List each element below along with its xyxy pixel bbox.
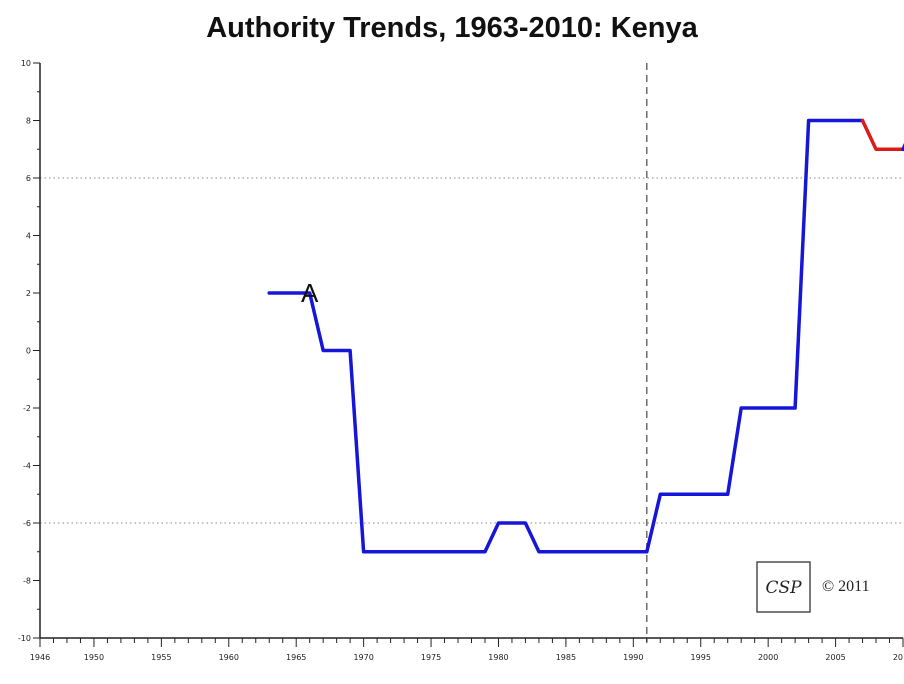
x-tick-label: 2000 [758, 653, 778, 662]
x-tick-label: 1946 [30, 653, 50, 662]
x-tick-label: 1950 [84, 653, 104, 662]
copyright-text: © 2011 [822, 578, 870, 595]
credit-layer: CSP © 2011 [756, 561, 870, 613]
series-layer [267, 118, 904, 554]
csp-logo-text: CSP [765, 578, 802, 598]
x-tick-label: 2005 [825, 653, 845, 662]
x-tick-label: 1980 [488, 653, 508, 662]
y-tick-label: 4 [26, 232, 31, 241]
series-line-1 [860, 118, 904, 152]
x-tick-label: 1975 [421, 653, 441, 662]
x-tick-label: 1955 [151, 653, 171, 662]
x-tick-label: 2010 [893, 653, 904, 662]
y-tick-label: 6 [26, 174, 31, 183]
y-tick-label: 8 [26, 117, 31, 126]
x-tick-label: 1960 [219, 653, 239, 662]
x-tick-label: 1995 [691, 653, 711, 662]
y-tick-label: 10 [21, 59, 31, 68]
y-tick-label: -6 [23, 519, 31, 528]
x-tick-label: 1990 [623, 653, 643, 662]
x-tick-label: 1985 [556, 653, 576, 662]
csp-logo-box [756, 561, 811, 613]
axis-layer: 1946 1950 1955 1960 1965 1970 1975 1980 1985 1990… [18, 59, 904, 662]
y-tick-label: -10 [18, 634, 31, 643]
x-tick-label: 1970 [353, 653, 373, 662]
grid-layer [40, 63, 903, 642]
x-tick-label: 1965 [286, 653, 306, 662]
annotation-layer: A [301, 278, 319, 308]
y-tick-label: -8 [23, 577, 31, 586]
y-tick-label: 0 [26, 347, 31, 356]
y-tick-label: 2 [26, 289, 31, 298]
series-line-0 [267, 118, 865, 554]
y-tick-label: -2 [23, 404, 31, 413]
annotation-label: A [301, 278, 319, 308]
y-tick-label: -4 [23, 462, 31, 471]
chart-title: Authority Trends, 1963-2010: Kenya [206, 12, 698, 44]
